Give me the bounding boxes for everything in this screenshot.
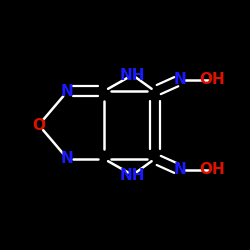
Text: N: N bbox=[174, 72, 186, 88]
Text: N: N bbox=[174, 162, 186, 178]
Text: N: N bbox=[61, 151, 74, 166]
Text: N: N bbox=[61, 84, 74, 99]
Text: O: O bbox=[32, 118, 45, 132]
Text: NH: NH bbox=[120, 68, 145, 82]
Text: OH: OH bbox=[200, 162, 226, 178]
Text: NH: NH bbox=[120, 168, 145, 182]
Text: OH: OH bbox=[200, 72, 226, 88]
